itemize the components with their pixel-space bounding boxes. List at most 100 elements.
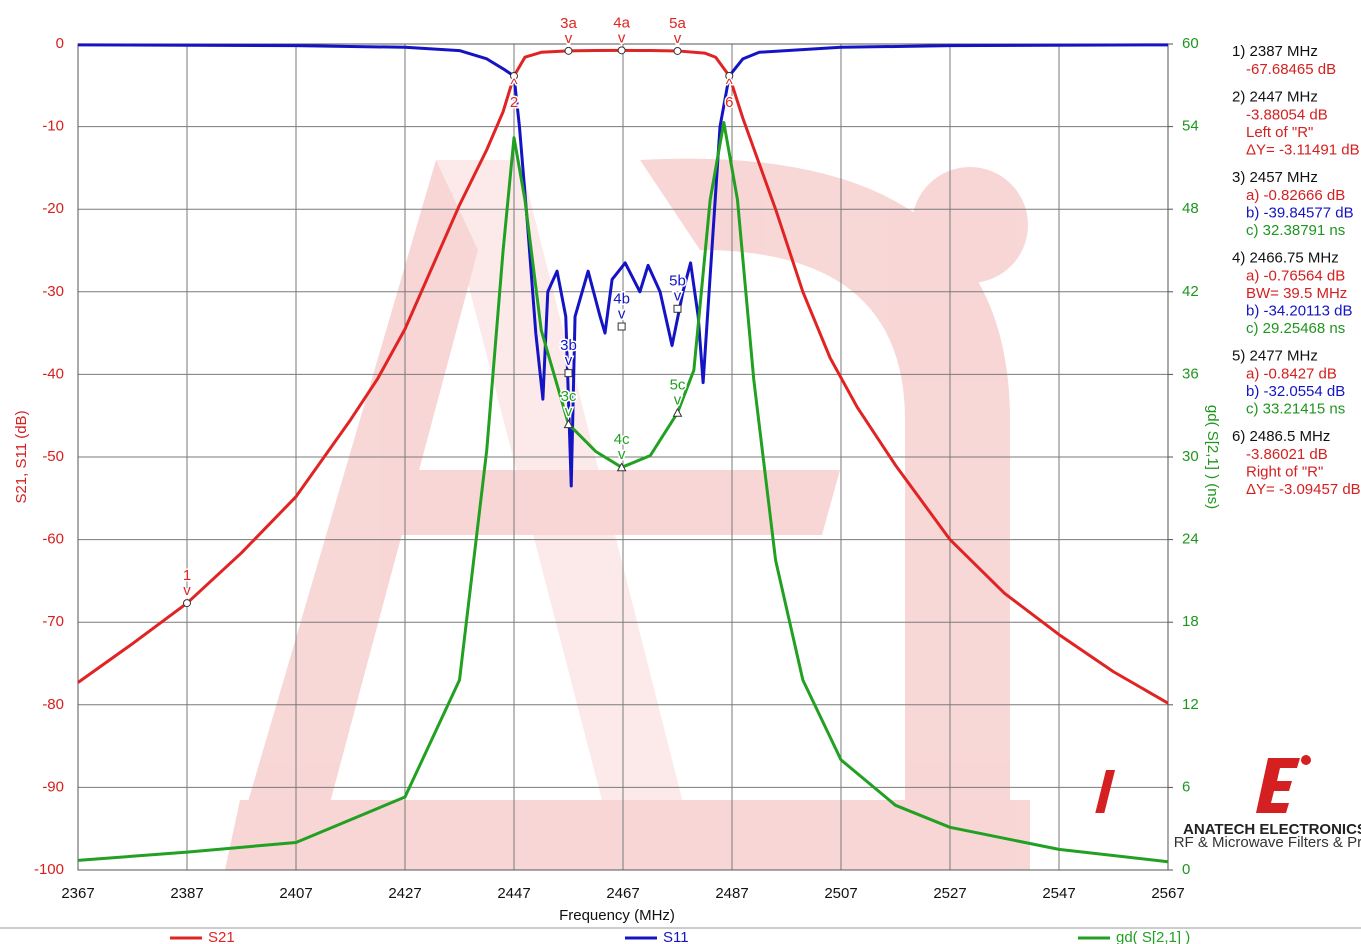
marker-point: [564, 369, 573, 378]
readout-line: -3.88054 dB: [1246, 106, 1328, 123]
marker-pointer: v: [565, 352, 573, 369]
y-tick-label: 0: [56, 35, 64, 52]
readout-line: c) 33.21415 ns: [1246, 400, 1345, 417]
logo-mark: [1301, 755, 1311, 765]
marker-label: 4b: [613, 290, 630, 307]
y-tick-label: -90: [42, 778, 64, 795]
y-tick-label: -80: [42, 696, 64, 713]
marker-pointer: v: [674, 288, 682, 305]
y-tick-label: -70: [42, 613, 64, 630]
marker-label: 3c: [561, 388, 577, 405]
readout-line: ΔY= -3.11491 dB: [1246, 141, 1360, 158]
y2-tick-label: 48: [1182, 200, 1199, 217]
marker-point: [673, 304, 682, 313]
y2-tick-label: 6: [1182, 778, 1190, 795]
legend-label: gd( S[2,1] ): [1116, 929, 1190, 944]
x-tick-label: 2547: [1042, 885, 1075, 902]
x-axis-label: Frequency (MHz): [559, 907, 675, 924]
watermark-arc: [640, 158, 1010, 870]
readout-line: a) -0.76564 dB: [1246, 267, 1345, 284]
marker-point: [563, 419, 574, 429]
marker-pointer: ^: [726, 76, 733, 93]
y2-tick-label: 18: [1182, 613, 1199, 630]
readout-header: 3) 2457 MHz: [1232, 169, 1318, 186]
watermark-bar: [225, 800, 1030, 870]
marker-point: [183, 599, 191, 608]
marker-point: [616, 462, 627, 472]
x-tick-label: 2507: [824, 885, 857, 902]
marker-label: 4c: [614, 431, 630, 448]
marker-point: [672, 407, 683, 417]
readout-line: -67.68465 dB: [1246, 61, 1336, 78]
readout-header: 4) 2466.75 MHz: [1232, 249, 1339, 266]
legend-label: S11: [663, 929, 689, 944]
y-tick-label: -40: [42, 365, 64, 382]
marker-label: 1: [183, 567, 191, 584]
marker-point: [510, 72, 518, 81]
readout-header: 6) 2486.5 MHz: [1232, 428, 1330, 445]
y2-axis-label: gd( S[2,1] ) (ns): [1204, 405, 1221, 509]
readout-line: -3.86021 dB: [1246, 446, 1328, 463]
logo-name: ANATECH ELECTRONICS INC: [1183, 821, 1361, 838]
marker-label: 3b: [560, 337, 577, 354]
readout-header: 2) 2447 MHz: [1232, 88, 1318, 105]
y2-tick-label: 60: [1182, 35, 1199, 52]
marker-label: 5a: [669, 15, 686, 32]
y-tick-label: -100: [34, 861, 64, 878]
logo: ANATECH ELECTRONICS INC RF & Microwave F…: [1095, 755, 1361, 851]
readout-line: ΔY= -3.09457 dB: [1246, 481, 1361, 498]
y-axis-label: S21, S11 (dB): [13, 410, 30, 503]
y-tick-label: -10: [42, 118, 64, 135]
series-line: [77, 120, 1169, 864]
marker-point: [725, 71, 734, 80]
marker-label: 5b: [669, 273, 686, 290]
marker-point: [673, 46, 682, 55]
legend-label: S21: [208, 929, 235, 944]
x-tick-label: 2527: [933, 885, 966, 902]
y-tick-label: -50: [42, 448, 64, 465]
readout-line: Right of "R": [1246, 463, 1323, 480]
marker-label: 5c: [670, 377, 686, 394]
readout-header: 5) 2477 MHz: [1232, 347, 1318, 364]
readout-line: a) -0.82666 dB: [1246, 187, 1345, 204]
x-tick-label: 2487: [715, 885, 748, 902]
y-tick-label: -20: [42, 200, 64, 217]
watermark-bar: [384, 470, 840, 535]
marker-label: 2: [510, 94, 518, 111]
readout-line: a) -0.8427 dB: [1246, 365, 1337, 382]
watermark-dot: [912, 167, 1028, 283]
x-tick-label: 2467: [606, 885, 639, 902]
marker-point: [564, 46, 573, 55]
marker-label: 3a: [560, 15, 577, 32]
marker-label: 4a: [613, 14, 630, 31]
readout-line: BW= 39.5 MHz: [1246, 285, 1347, 302]
marker-pointer: v: [618, 446, 626, 463]
logo-tagline: RF & Microwave Filters & Products: [1174, 834, 1361, 851]
marker-pointer: v: [674, 392, 682, 409]
marker-pointer: v: [565, 403, 573, 420]
y2-tick-label: 42: [1182, 283, 1199, 300]
watermark-stroke: [228, 160, 478, 870]
logo-mark: [1095, 770, 1116, 813]
x-tick-label: 2407: [279, 885, 312, 902]
y2-tick-label: 24: [1182, 531, 1199, 548]
readout-header: 1) 2387 MHz: [1232, 43, 1318, 60]
marker-pointer: ^: [510, 76, 517, 93]
marker-pointer: v: [565, 30, 573, 47]
y2-tick-label: 12: [1182, 696, 1199, 713]
y-tick-label: -30: [42, 283, 64, 300]
y2-tick-label: 0: [1182, 861, 1190, 878]
marker-pointer: v: [183, 582, 191, 599]
marker-label: 6: [725, 94, 733, 111]
marker-pointer: v: [618, 305, 626, 322]
logo-mark: [1256, 758, 1300, 813]
x-tick-label: 2447: [497, 885, 530, 902]
y2-tick-label: 54: [1182, 118, 1199, 135]
readout-line: c) 29.25468 ns: [1246, 320, 1345, 337]
readout-line: Left of "R": [1246, 124, 1313, 141]
marker-pointer: v: [674, 30, 682, 47]
y2-tick-label: 36: [1182, 365, 1199, 382]
watermark: [225, 158, 1030, 870]
x-tick-label: 2567: [1151, 885, 1184, 902]
